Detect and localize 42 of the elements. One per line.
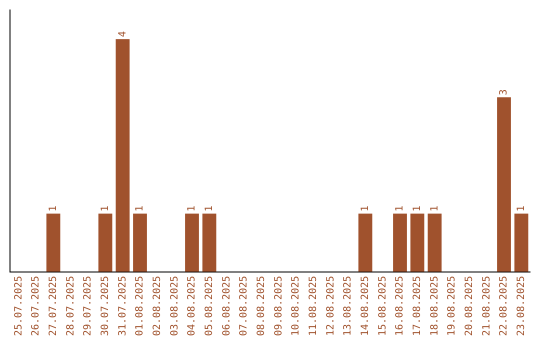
data-label: 3: [498, 89, 510, 96]
x-tick-label: 03.08.2025: [169, 276, 180, 336]
x-tick-label: 16.08.2025: [394, 276, 406, 336]
x-tick-label: 05.08.2025: [204, 276, 215, 336]
x-tick-label: 06.08.2025: [221, 276, 232, 336]
data-label: 1: [516, 206, 527, 212]
x-tick-label: 12.08.2025: [325, 276, 336, 336]
data-label: 1: [204, 206, 215, 212]
data-label: 1: [100, 206, 111, 212]
x-tick-label: 08.08.2025: [256, 276, 267, 336]
x-tick-label: 18.08.2025: [429, 276, 440, 336]
x-tick-label: 14.08.2025: [360, 276, 371, 336]
x-tick-label: 26.07.2025: [30, 276, 42, 336]
x-tick-label: 19.08.2025: [446, 276, 458, 336]
x-tick-label: 11.08.2025: [308, 276, 319, 336]
x-tick-label: 17.08.2025: [412, 276, 423, 336]
data-label: 1: [360, 206, 371, 212]
x-tick-label: 01.08.2025: [134, 276, 146, 336]
x-tick-label: 13.08.2025: [342, 276, 354, 336]
x-tick-label: 23.08.2025: [516, 276, 527, 336]
x-tick-label: 27.07.2025: [48, 276, 59, 336]
x-tick-label: 25.07.2025: [13, 276, 24, 336]
data-label: 1: [134, 206, 146, 212]
x-tick-label: 31.07.2025: [117, 276, 128, 336]
x-tick-label: 28.07.2025: [65, 276, 76, 336]
x-tick-label: 04.08.2025: [186, 276, 198, 336]
x-tick-label: 15.08.2025: [377, 276, 388, 336]
x-tick-label: 21.08.2025: [481, 276, 492, 336]
data-label: 1: [48, 206, 59, 212]
x-tick-label: 07.08.2025: [238, 276, 250, 336]
x-tick-label: 29.07.2025: [82, 276, 94, 336]
x-tick-label: 30.07.2025: [100, 276, 111, 336]
x-tick-label: 20.08.2025: [464, 276, 475, 336]
data-label: 1: [394, 206, 406, 212]
x-tick-label: 09.08.2025: [273, 276, 284, 336]
x-tick-label: 02.08.2025: [152, 276, 163, 336]
x-tick-label: 22.08.2025: [498, 276, 510, 336]
data-label: 1: [186, 206, 198, 212]
x-tick-label: 10.08.2025: [290, 276, 302, 336]
data-label: 1: [429, 206, 440, 212]
data-label: 1: [412, 206, 423, 212]
data-label: 4: [117, 31, 128, 38]
